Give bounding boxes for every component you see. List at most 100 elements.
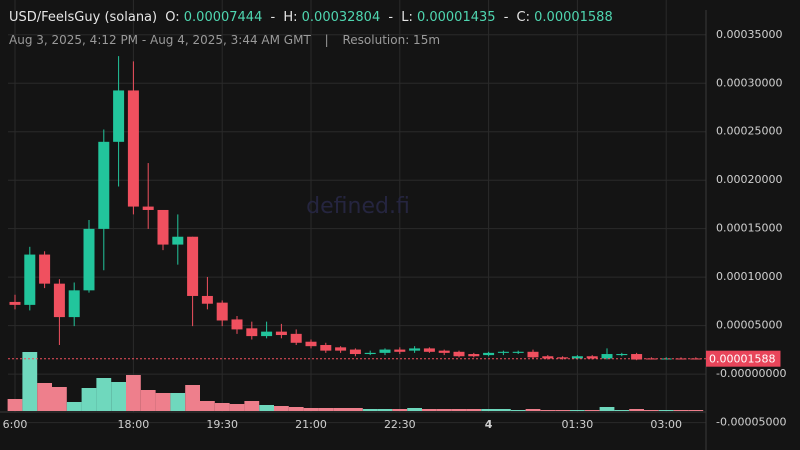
candle-body [246, 328, 258, 337]
volume-bar [407, 408, 422, 411]
volume-bar [362, 409, 378, 411]
volume-bar [658, 410, 674, 411]
separator: - [503, 10, 509, 25]
candle-body [438, 350, 450, 353]
x-tick-label: 19:30 [206, 418, 238, 431]
subtitle: Aug 3, 2025, 4:12 PM - Aug 4, 2025, 3:44… [9, 33, 450, 47]
volume-bar [274, 406, 289, 411]
candle-body [512, 351, 524, 353]
x-tick-label: 03:00 [650, 418, 682, 431]
candle-body [172, 236, 184, 245]
volume-bar [229, 404, 245, 411]
ohlc-label: H: [283, 10, 298, 25]
candle-body [394, 349, 406, 352]
y-tick-label: -0.00005000 [716, 416, 786, 429]
candle-body [379, 349, 391, 353]
x-tick-label: 6:00 [3, 418, 28, 431]
volume-bar [126, 375, 141, 411]
y-tick-label: 0.00010000 [716, 270, 782, 283]
candle-body [690, 358, 702, 360]
volume-bar [318, 408, 334, 411]
volume-bar [170, 393, 186, 411]
candle-body [216, 302, 228, 321]
candle-body [557, 357, 569, 359]
volume-bar [599, 407, 615, 411]
volume-bar [288, 407, 304, 411]
volume-bar [259, 405, 274, 411]
y-tick-label: 0.00005000 [716, 319, 782, 332]
candle-body [335, 347, 347, 351]
volume-bar [496, 409, 511, 411]
resolution: Resolution: 15m [342, 33, 441, 47]
x-tick-label: 21:00 [295, 418, 327, 431]
volume-bar [481, 409, 496, 411]
candle-body [53, 283, 65, 318]
volume-bar [214, 403, 230, 411]
candle-body [305, 341, 317, 347]
volume-bar [348, 408, 363, 411]
ohlc-value: 0.00001588 [534, 10, 613, 25]
volume-bar [584, 410, 600, 411]
volume-bar [111, 382, 126, 411]
candle-body [586, 356, 598, 359]
volume-bar [629, 409, 644, 411]
volume-bar [644, 410, 659, 411]
x-tick-label: 4 [485, 418, 493, 431]
y-tick-label: -0.00000000 [716, 367, 786, 380]
ohlc-label: O: [165, 10, 180, 25]
candle-body [483, 352, 495, 356]
candle-body [453, 351, 465, 357]
separator: - [270, 10, 276, 25]
candle-body [616, 354, 628, 356]
candle-body [261, 331, 273, 337]
volume-bar [392, 409, 408, 411]
volume-bar [614, 410, 630, 411]
volume-bar [673, 410, 689, 411]
candle-body [113, 90, 125, 142]
candle-body [9, 301, 21, 305]
y-tick-label: 0.00025000 [716, 125, 782, 138]
candle-body [98, 141, 110, 229]
time-range: Aug 3, 2025, 4:12 PM - Aug 4, 2025, 3:44… [9, 33, 311, 47]
ohlc-value: 0.00007444 [183, 10, 263, 25]
x-tick-label: 18:00 [118, 418, 150, 431]
ohlc-value: 0.00001435 [416, 10, 496, 25]
y-tick-label: 0.00020000 [716, 173, 782, 186]
volume-bar [200, 401, 215, 411]
candle-body [631, 354, 643, 360]
candle-body [24, 254, 36, 305]
header: USD/FeelsGuy (solana) O: 0.00007444 - H:… [9, 10, 613, 25]
separator: - [388, 10, 394, 25]
pair-title: USD/FeelsGuy (solana) [9, 10, 158, 25]
candle-body [142, 206, 154, 210]
ohlc-label: C: [516, 10, 530, 25]
candle-body [320, 345, 332, 351]
volume-bar [540, 410, 556, 411]
volume-bar [303, 408, 319, 411]
candle-body [423, 348, 435, 352]
candle-body [468, 354, 480, 357]
candle-body [231, 319, 243, 330]
candle-body [83, 228, 95, 291]
volume-bar [244, 401, 260, 411]
volume-bar [451, 409, 467, 411]
candle-body [68, 290, 80, 318]
x-tick-label: 22:30 [384, 418, 416, 431]
candle-body [364, 352, 376, 355]
volume-bar [466, 409, 482, 411]
candle-body [201, 295, 213, 304]
volume-bar [96, 378, 112, 411]
candle-body [275, 331, 287, 336]
candle-body [39, 254, 51, 284]
candle-body [527, 351, 539, 358]
x-tick-label: 01:30 [562, 418, 594, 431]
volume-bar [422, 409, 437, 411]
volume-bar [688, 410, 704, 411]
volume-bar [525, 409, 541, 411]
ohlc-label: L: [401, 10, 413, 25]
candle-body [349, 349, 361, 355]
volume-bar [66, 402, 82, 411]
last-price-label: 0.00001588 [709, 353, 775, 366]
candle-body [409, 348, 421, 351]
